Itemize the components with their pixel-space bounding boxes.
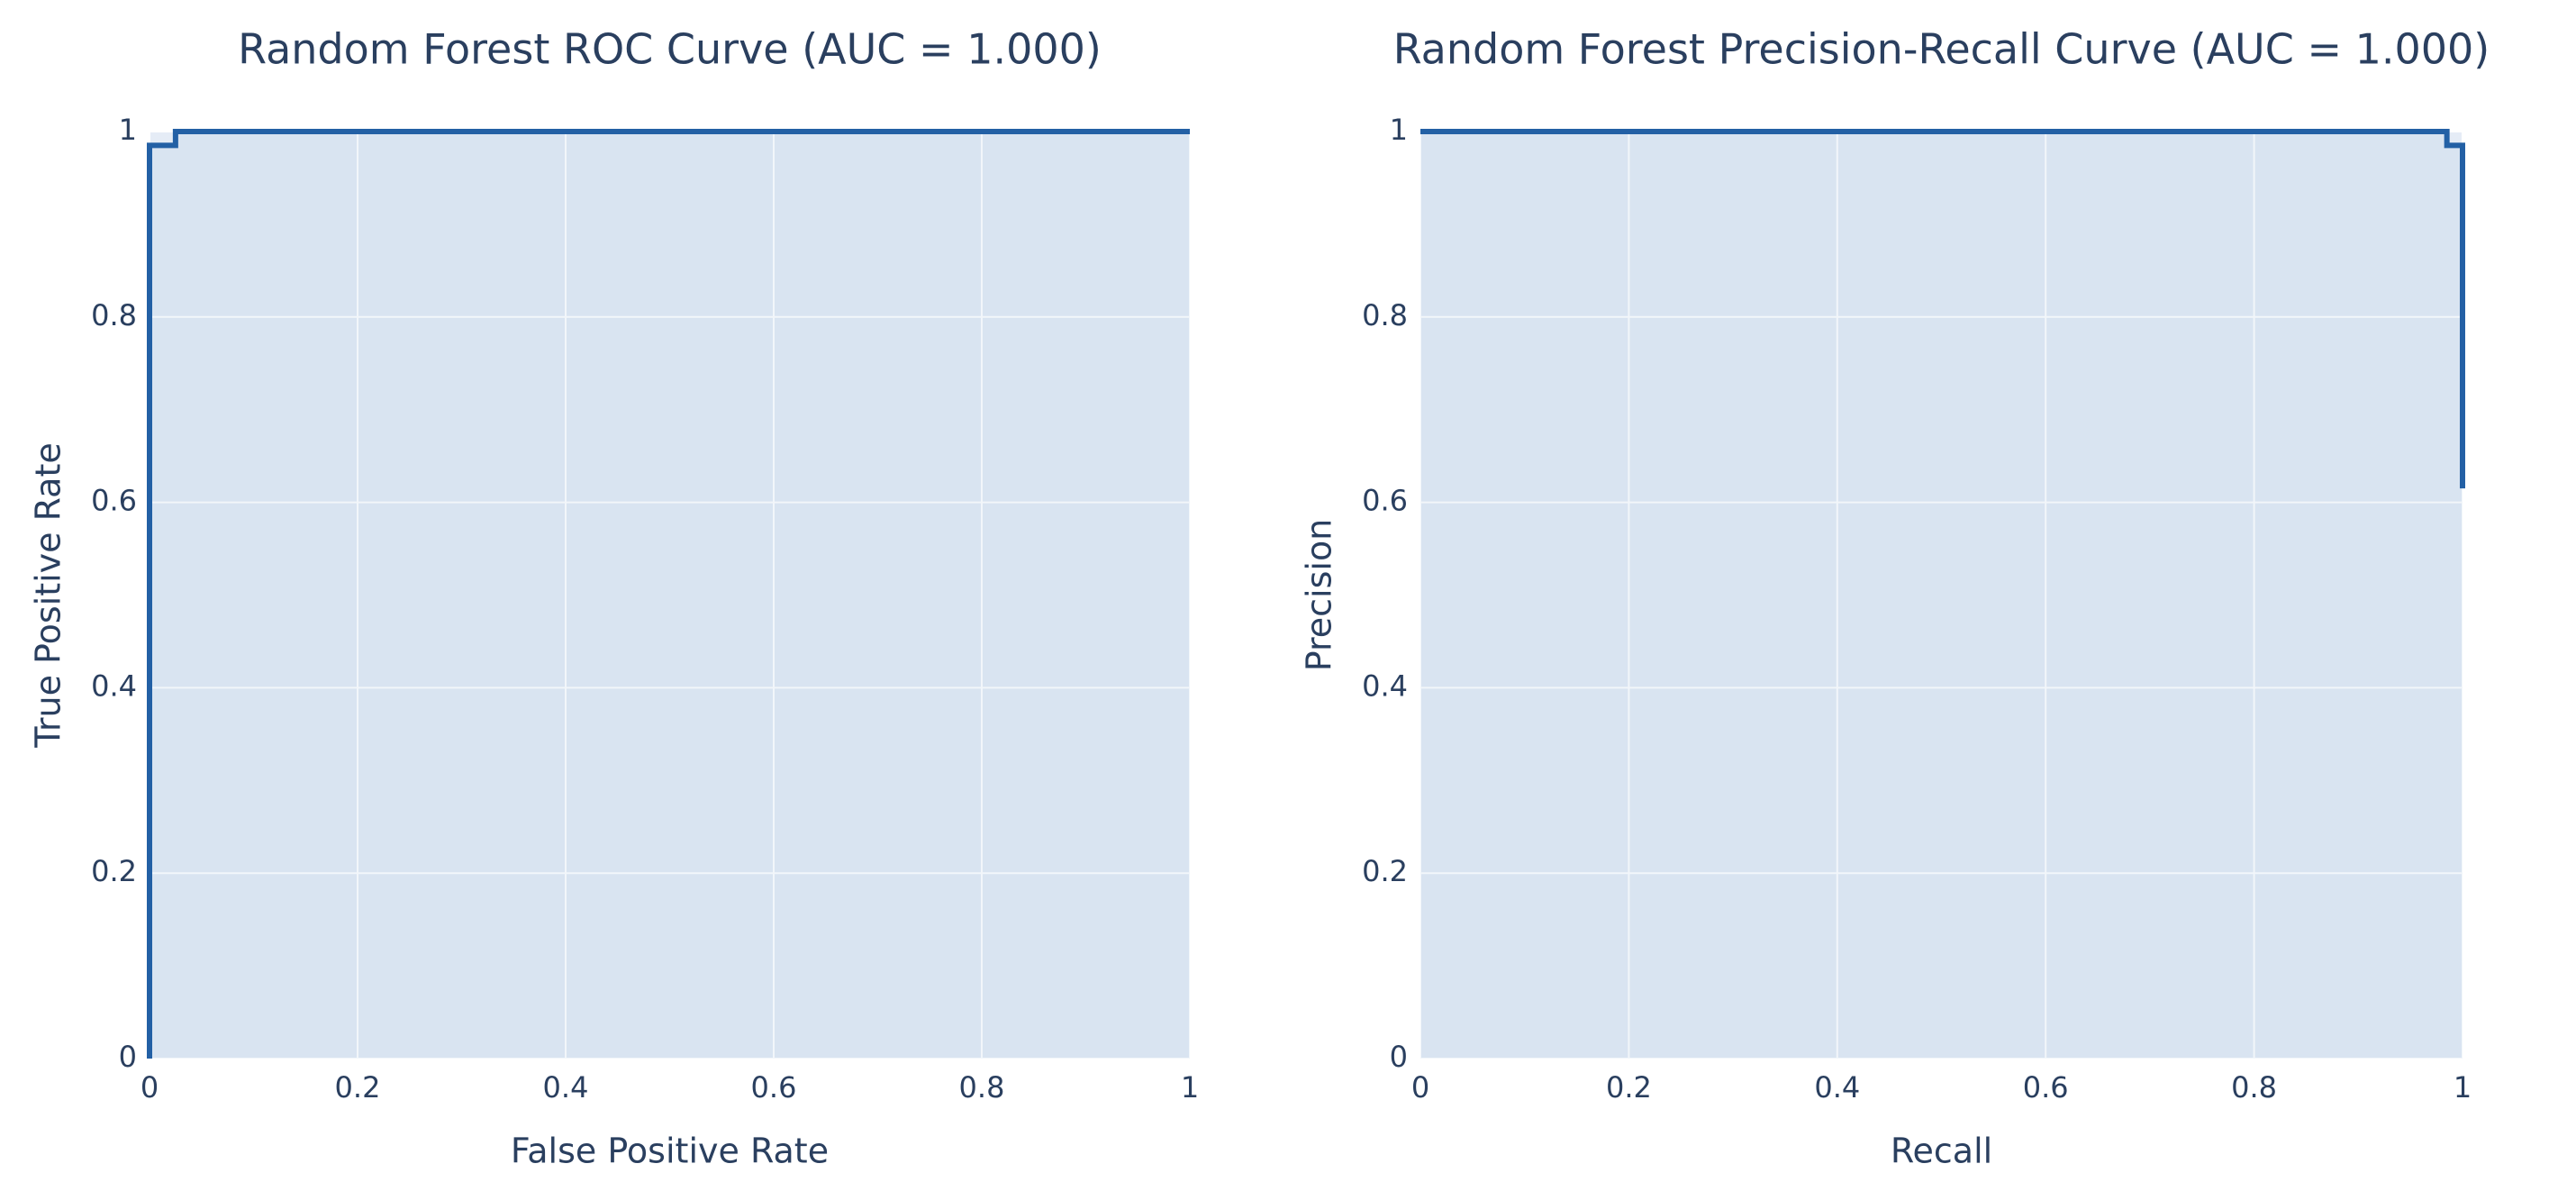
y-axis-title: Precision — [1300, 519, 1339, 672]
x-tick-label: 0.2 — [335, 1070, 381, 1105]
y-tick-label: 0 — [119, 1040, 137, 1074]
x-tick-label: 0.6 — [2023, 1070, 2069, 1105]
x-tick-label: 0 — [141, 1070, 159, 1105]
plot-background — [1420, 132, 2463, 1059]
chart-title: Random Forest ROC Curve (AUC = 1.000) — [238, 25, 1102, 74]
x-tick-label: 1 — [2454, 1070, 2472, 1105]
chart-title: Random Forest Precision-Recall Curve (AU… — [1393, 25, 2490, 74]
x-tick-label: 0.8 — [2231, 1070, 2277, 1105]
x-tick-label: 0.6 — [751, 1070, 797, 1105]
y-axis-title: True Positive Rate — [29, 442, 68, 749]
y-tick-label: 0.6 — [1362, 484, 1408, 518]
y-tick-label: 0.6 — [91, 484, 137, 518]
y-tick-label: 0.2 — [1362, 854, 1408, 888]
area — [150, 132, 1190, 1059]
x-tick-label: 0.4 — [543, 1070, 589, 1105]
x-axis-title: Recall — [1891, 1132, 1992, 1171]
y-tick-label: 0.8 — [91, 298, 137, 332]
y-tick-label: 0.2 — [91, 854, 137, 888]
x-tick-label: 0 — [1411, 1070, 1429, 1105]
y-tick-label: 1 — [1390, 113, 1408, 147]
line — [147, 129, 1190, 1059]
x-tick-label: 0.4 — [1814, 1070, 1860, 1105]
x-tick-label: 0.2 — [1606, 1070, 1652, 1105]
y-tick-label: 0.4 — [91, 668, 137, 703]
area — [1420, 132, 2463, 1059]
y-tick-label: 0 — [1390, 1040, 1408, 1074]
x-tick-label: 0.8 — [959, 1070, 1005, 1105]
plot-background — [150, 132, 1190, 1059]
x-axis-title: False Positive Rate — [511, 1132, 829, 1171]
y-tick-label: 0.8 — [1362, 298, 1408, 332]
x-tick-label: 1 — [1181, 1070, 1199, 1105]
line — [1420, 129, 2465, 489]
y-tick-label: 1 — [119, 113, 137, 147]
y-tick-label: 0.4 — [1362, 668, 1408, 703]
